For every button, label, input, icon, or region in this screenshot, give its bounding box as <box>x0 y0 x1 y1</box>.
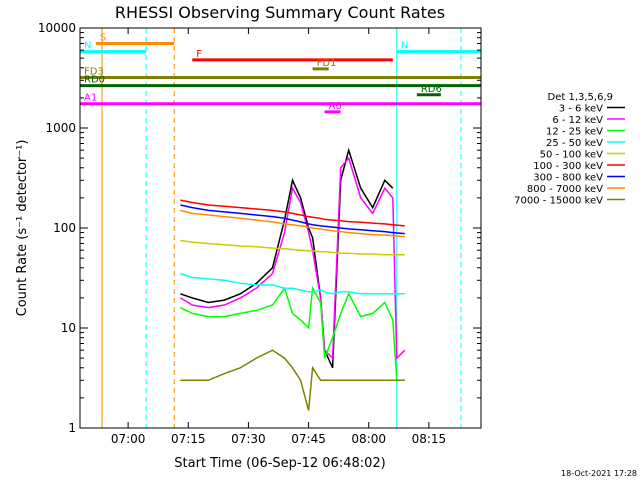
state-bar-label-f-3: F <box>196 49 202 60</box>
x-tick-label-1: 07:15 <box>171 432 206 446</box>
state-bar-label-s-0: S <box>100 32 106 43</box>
x-axis-label: Start Time (06-Sep-12 06:48:02) <box>174 456 385 471</box>
series-line-300-800-kev <box>180 204 405 235</box>
y-tick-label-0: 1 <box>68 421 76 435</box>
axes: 07:00 07:15 07:30 07:45 08:00 08:15 1 10 100 1000… <box>38 21 481 446</box>
x-tick-label-4: 08:00 <box>351 432 386 446</box>
legend-label-12-25-kev: 12 - 25 keV <box>546 127 603 138</box>
series-line-25-50-kev <box>180 272 405 295</box>
series-line-100-300-kev <box>180 199 405 227</box>
x-tick-label-2: 07:30 <box>231 432 266 446</box>
series-line-800-7000-kev <box>180 209 405 238</box>
state-bar-label-a1-8: A1 <box>84 93 97 104</box>
legend-label-300-800-kev: 300 - 800 keV <box>533 173 603 184</box>
series-line-3-6-kev <box>180 147 394 369</box>
x-tick-label-3: 07:45 <box>291 432 326 446</box>
y-tick-label-3: 1000 <box>45 121 76 135</box>
y-tick-label-1: 10 <box>61 321 76 335</box>
x-tick-label-5: 08:15 <box>412 432 447 446</box>
legend-label-3-6-kev: 3 - 6 keV <box>559 104 603 115</box>
timestamp-footer: 18-Oct-2021 17:28 <box>561 469 637 478</box>
state-bar-label-fd3-5: FD3 <box>84 66 104 77</box>
state-bar-label-rd0-6: RD0 <box>84 75 105 86</box>
y-axis-label: Count Rate (s⁻¹ detector⁻¹) <box>15 140 30 317</box>
legend-label-6-12-kev: 6 - 12 keV <box>552 115 603 126</box>
series-line-7000-15000-kev <box>180 349 405 411</box>
state-bar-label-fd1-4: FD1 <box>317 58 337 69</box>
legend-label-7000-15000-kev: 7000 - 15000 keV <box>514 196 603 207</box>
state-bar-label-n-1: N <box>84 41 91 52</box>
legend-label-50-100-kev: 50 - 100 keV <box>540 150 604 161</box>
state-bar-label-n-2: N <box>401 41 408 52</box>
series-line-6-12-kev <box>179 156 406 360</box>
y-tick-label-4: 10000 <box>38 21 76 35</box>
x-tick-label-0: 07:00 <box>111 432 146 446</box>
chart-title: RHESSI Observing Summary Count Rates <box>115 3 445 22</box>
state-bar-label-rd6-7: RD6 <box>421 84 442 95</box>
legend-label-800-7000-kev: 800 - 7000 keV <box>527 184 603 195</box>
series-line-12-25-kev <box>179 285 405 382</box>
state-bar-label-a0-9: A0 <box>329 101 342 112</box>
series-line-50-100-kev <box>180 239 405 256</box>
legend-title: Det 1,3,5,6,9 <box>548 92 613 103</box>
legend-label-100-300-kev: 100 - 300 keV <box>533 161 603 172</box>
y-tick-label-2: 100 <box>53 221 76 235</box>
legend-label-25-50-kev: 25 - 50 keV <box>546 138 603 149</box>
